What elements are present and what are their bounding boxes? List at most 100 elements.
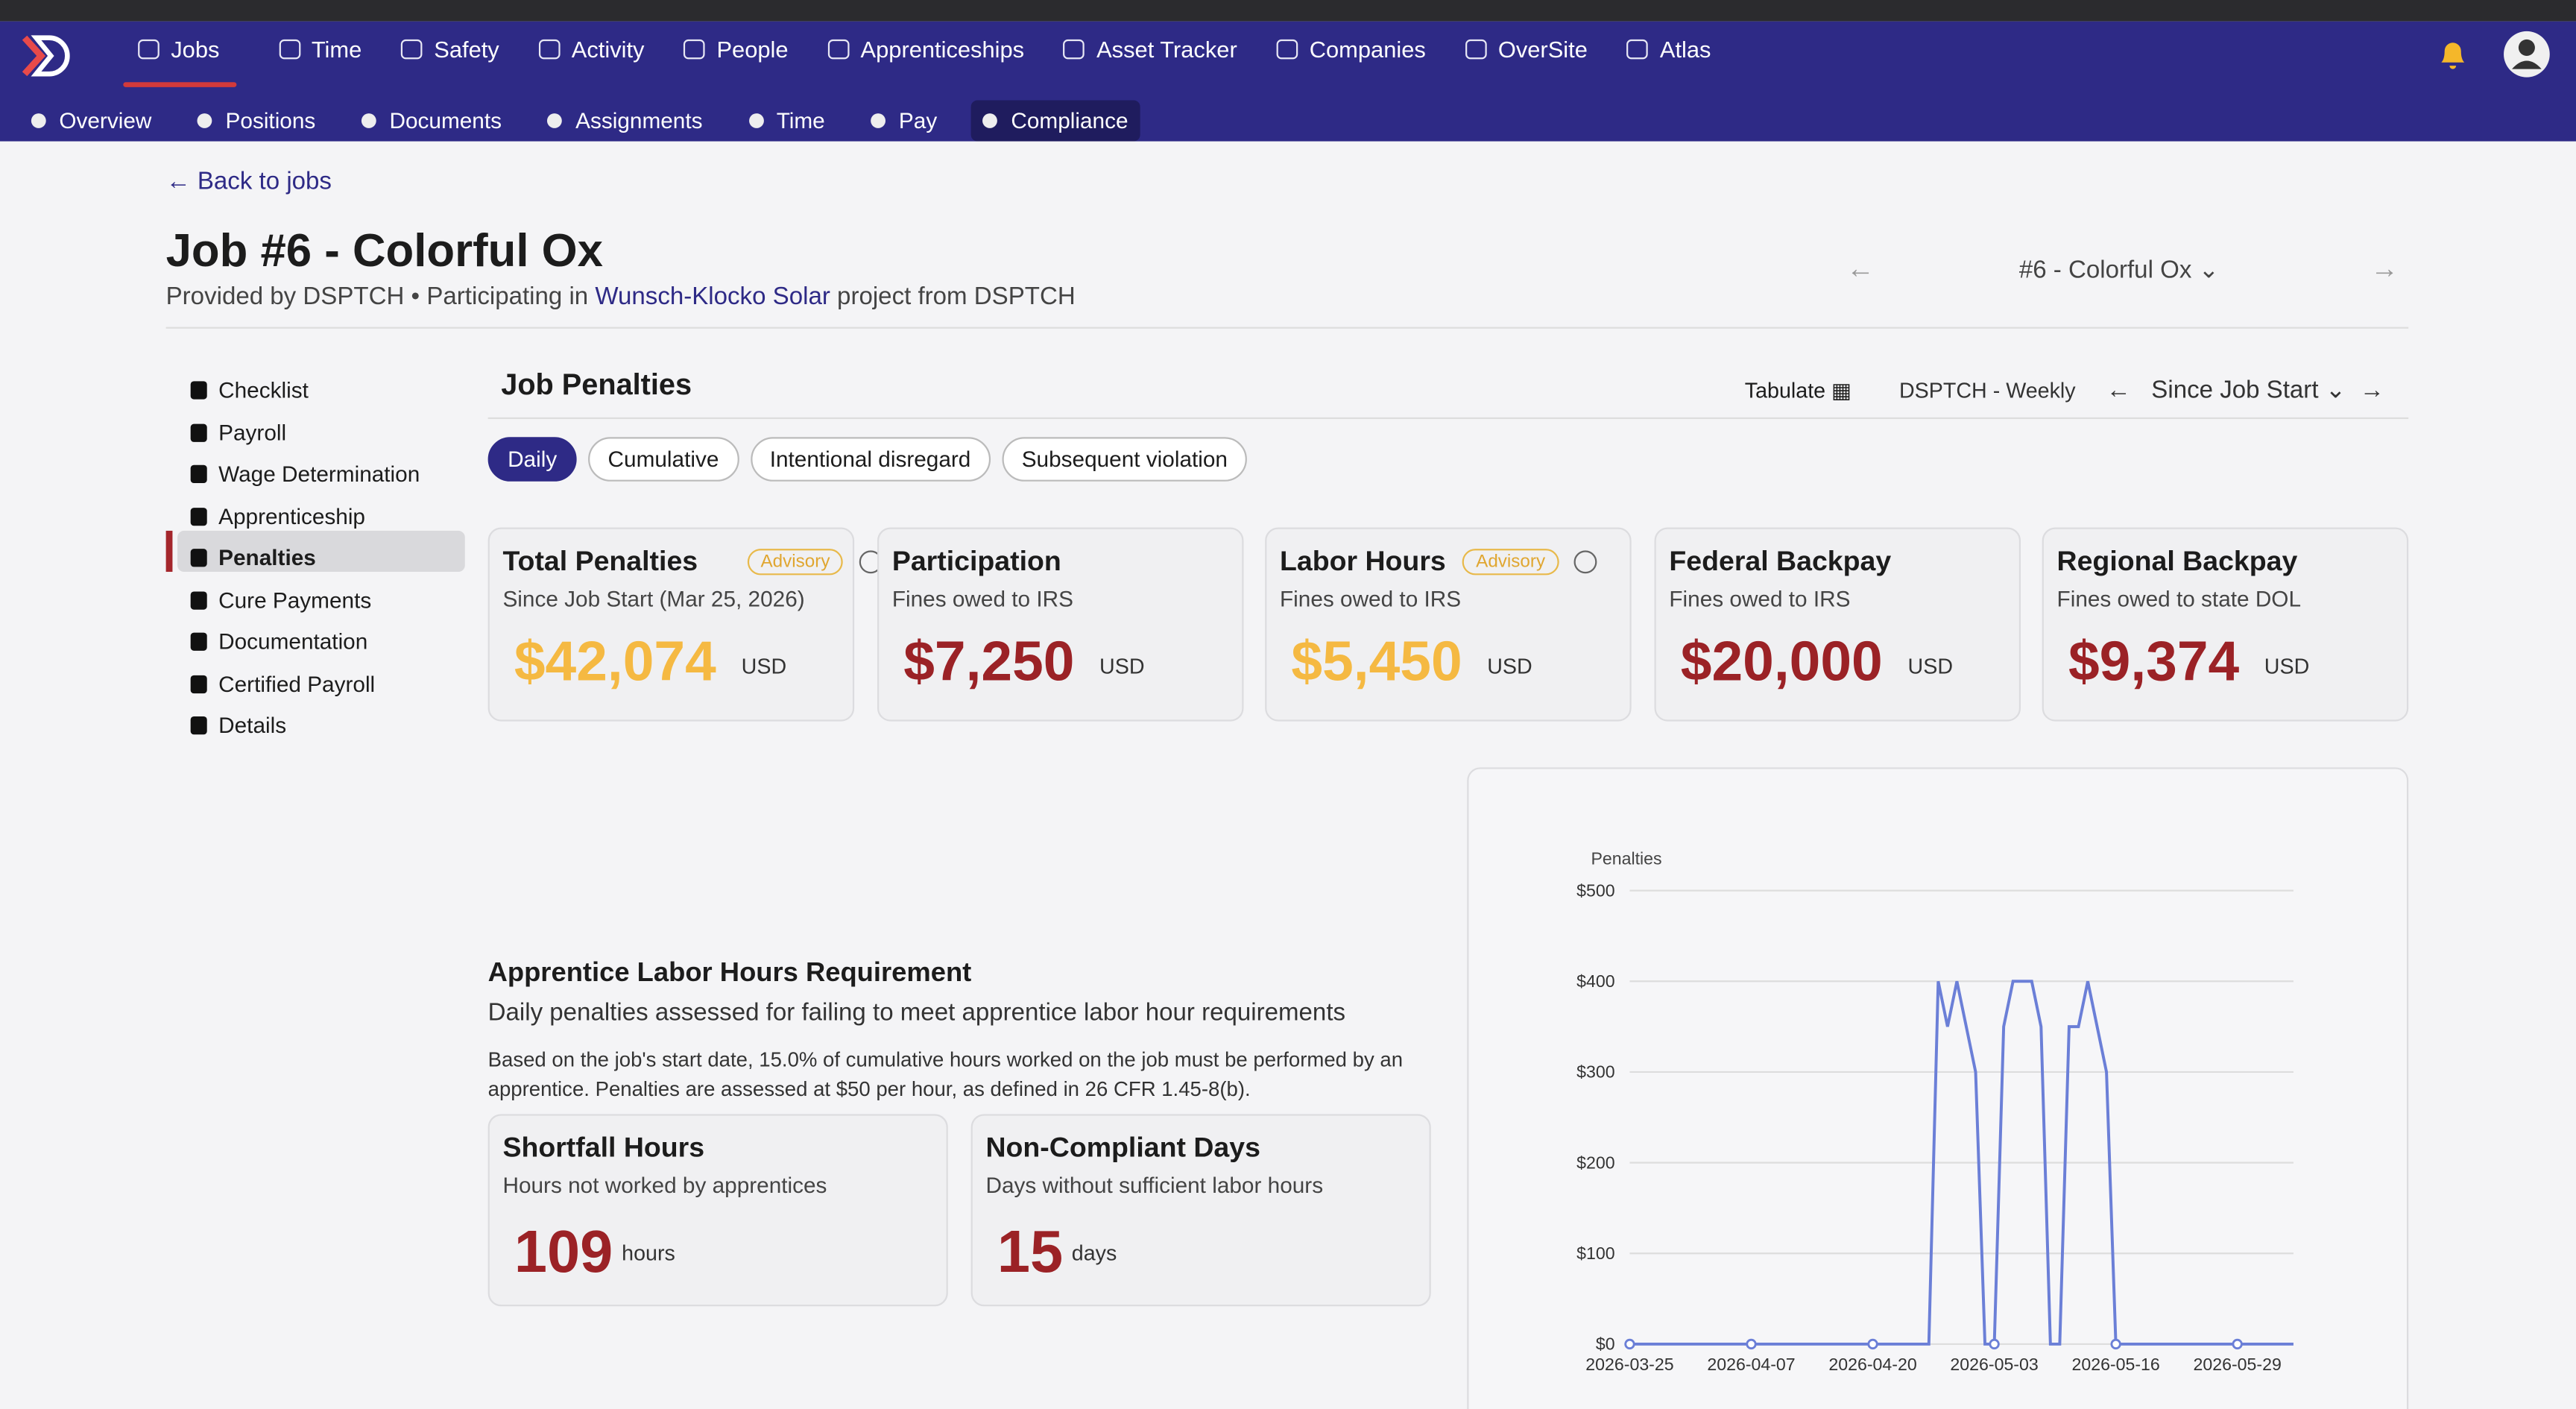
nav-label[interactable]: Time bbox=[311, 36, 362, 63]
subnav-label[interactable]: Pay bbox=[898, 108, 938, 133]
subnav-item[interactable]: Assignments bbox=[536, 100, 714, 141]
subnav-label[interactable]: Positions bbox=[225, 108, 316, 133]
range[interactable]: ← Since Job Start ⌄ → bbox=[2106, 376, 2384, 405]
sidebar-label[interactable]: Checklist bbox=[218, 378, 309, 403]
subnav-dot bbox=[198, 113, 212, 128]
sidebar-label[interactable]: Documentation bbox=[218, 629, 368, 655]
range-text[interactable]: Since Job Start bbox=[2151, 376, 2319, 405]
nav-item[interactable]: Asset Tracker bbox=[1044, 36, 1237, 63]
sidebar-item[interactable]: Certified Payroll bbox=[190, 663, 420, 704]
x-tick-label: 2026-03-25 bbox=[1585, 1355, 1673, 1374]
job-selector[interactable]: #6 - Colorful Ox ⌄ bbox=[2018, 256, 2220, 285]
active-bg bbox=[177, 530, 465, 573]
sidebar-label[interactable]: Payroll bbox=[218, 420, 287, 445]
tabulate-text[interactable]: Tabulate bbox=[1744, 377, 1826, 403]
help-icon[interactable] bbox=[1574, 550, 1598, 574]
nav-label[interactable]: Jobs bbox=[171, 36, 220, 63]
sidebar-item[interactable]: Documentation bbox=[190, 621, 420, 663]
card-unit: USD bbox=[2264, 654, 2310, 679]
card-title: Shortfall Hours bbox=[502, 1132, 705, 1164]
sidebar-item[interactable]: Wage Determination bbox=[190, 453, 420, 495]
prev-job[interactable]: ← bbox=[1846, 253, 1875, 285]
sidebar-icon bbox=[190, 716, 207, 735]
subnav-item[interactable]: Time bbox=[737, 100, 836, 141]
nav-label[interactable]: Companies bbox=[1309, 36, 1426, 63]
subnav-label[interactable]: Documents bbox=[389, 108, 502, 133]
card-subtitle: Since Job Start (Mar 25, 2026) bbox=[502, 586, 805, 611]
nav-item[interactable]: People bbox=[664, 36, 789, 63]
apprentice-description: Based on the job's start date, 15.0% of … bbox=[487, 1048, 1404, 1101]
nav-label[interactable]: Apprenticeships bbox=[860, 36, 1025, 63]
next-job[interactable]: → bbox=[2370, 253, 2399, 285]
subnav-item[interactable]: Documents bbox=[350, 100, 514, 141]
sidebar-item[interactable]: Apprenticeship bbox=[190, 496, 420, 538]
nav-item[interactable]: OverSite bbox=[1445, 36, 1588, 63]
nav-icon bbox=[278, 39, 300, 60]
nav-icon bbox=[138, 39, 160, 60]
nav-icon bbox=[401, 39, 423, 60]
sidebar-item[interactable]: Payroll bbox=[190, 412, 420, 453]
subnav-label[interactable]: Compliance bbox=[1011, 108, 1128, 133]
card-title: Federal Backpay bbox=[1669, 545, 1892, 577]
nav-label[interactable]: Asset Tracker bbox=[1096, 36, 1237, 63]
tabs: Daily Cumulative Intentional disregard Subs… bbox=[487, 437, 1259, 482]
x-tick-label: 2026-05-29 bbox=[2194, 1355, 2282, 1374]
job-selector-text[interactable]: #6 - Colorful Ox bbox=[2018, 256, 2192, 285]
card-subtitle: Fines owed to state DOL bbox=[2056, 586, 2302, 611]
sidebar-label[interactable]: Details bbox=[218, 713, 287, 739]
sidebar-item[interactable]: Penalties bbox=[190, 538, 420, 579]
subnav-label[interactable]: Assignments bbox=[575, 108, 703, 133]
tab[interactable]: Daily bbox=[487, 437, 577, 482]
subnav-item[interactable]: Overview bbox=[19, 100, 162, 141]
sidebar-label[interactable]: Certified Payroll bbox=[218, 671, 376, 696]
subnav-item[interactable]: Pay bbox=[859, 100, 949, 141]
schedule[interactable]: DSPTCH - Weekly bbox=[1898, 377, 2076, 403]
nav-item[interactable]: Time bbox=[259, 36, 362, 63]
nav-label[interactable]: Safety bbox=[434, 36, 499, 63]
nav-item[interactable]: Apprenticeships bbox=[808, 36, 1025, 63]
subnav-label[interactable]: Overview bbox=[59, 108, 152, 133]
nav-item[interactable]: Companies bbox=[1257, 36, 1426, 63]
subnav-dot bbox=[871, 113, 886, 128]
project-link[interactable]: Wunsch-Klocko Solar bbox=[595, 283, 830, 311]
nav-item[interactable]: Jobs bbox=[121, 36, 239, 63]
stat-card: Federal Backpay Fines owed to IRS $20,000 U… bbox=[1654, 527, 2021, 722]
nav-icon bbox=[538, 39, 561, 60]
nav-item[interactable]: Safety bbox=[382, 36, 499, 63]
card-value: $42,074 bbox=[514, 631, 716, 694]
sidebar-item[interactable]: Details bbox=[190, 705, 420, 747]
nav-label[interactable]: People bbox=[716, 36, 789, 63]
tabulate[interactable]: Tabulate ▦ bbox=[1744, 377, 1852, 403]
point bbox=[1867, 1338, 1878, 1350]
sidebar-label[interactable]: Wage Determination bbox=[218, 461, 420, 487]
nav-label[interactable]: Atlas bbox=[1659, 36, 1711, 63]
back-link[interactable]: ← Back to jobs bbox=[165, 167, 332, 196]
sidebar-label[interactable]: Cure Payments bbox=[218, 587, 372, 613]
subnav-item[interactable]: Positions bbox=[186, 100, 327, 141]
logo[interactable] bbox=[19, 33, 75, 79]
tab[interactable]: Intentional disregard bbox=[750, 437, 991, 482]
sidebar-label[interactable]: Penalties bbox=[218, 546, 316, 571]
subnav-label[interactable]: Time bbox=[776, 108, 825, 133]
bell[interactable] bbox=[2434, 36, 2470, 72]
apprentice-title: Apprentice Labor Hours Requirement bbox=[487, 957, 972, 988]
sidebar-item[interactable]: Checklist bbox=[190, 370, 420, 412]
sidebar-icon bbox=[190, 423, 207, 442]
nav-label[interactable]: OverSite bbox=[1497, 36, 1588, 63]
nav-item[interactable]: Atlas bbox=[1607, 36, 1711, 63]
avatar[interactable] bbox=[2502, 30, 2551, 79]
card-value: $5,450 bbox=[1291, 631, 1462, 694]
tab[interactable]: Subsequent violation bbox=[1002, 437, 1248, 482]
stat-card: Total Penalties Advisory Since Job Start (… bbox=[487, 527, 883, 722]
nav-label[interactable]: Activity bbox=[571, 36, 645, 63]
nav-item[interactable]: Activity bbox=[519, 36, 645, 63]
project-from: project from DSPTCH bbox=[837, 283, 1076, 311]
card-unit: USD bbox=[1099, 654, 1145, 679]
sidebar-icon bbox=[190, 507, 207, 526]
sidebar-label[interactable]: Apprenticeship bbox=[218, 504, 365, 529]
back-text[interactable]: Back to jobs bbox=[197, 167, 332, 196]
tab[interactable]: Cumulative bbox=[588, 437, 739, 482]
subnav-item[interactable]: Compliance bbox=[971, 100, 1140, 142]
sidebar-item[interactable]: Cure Payments bbox=[190, 579, 420, 621]
